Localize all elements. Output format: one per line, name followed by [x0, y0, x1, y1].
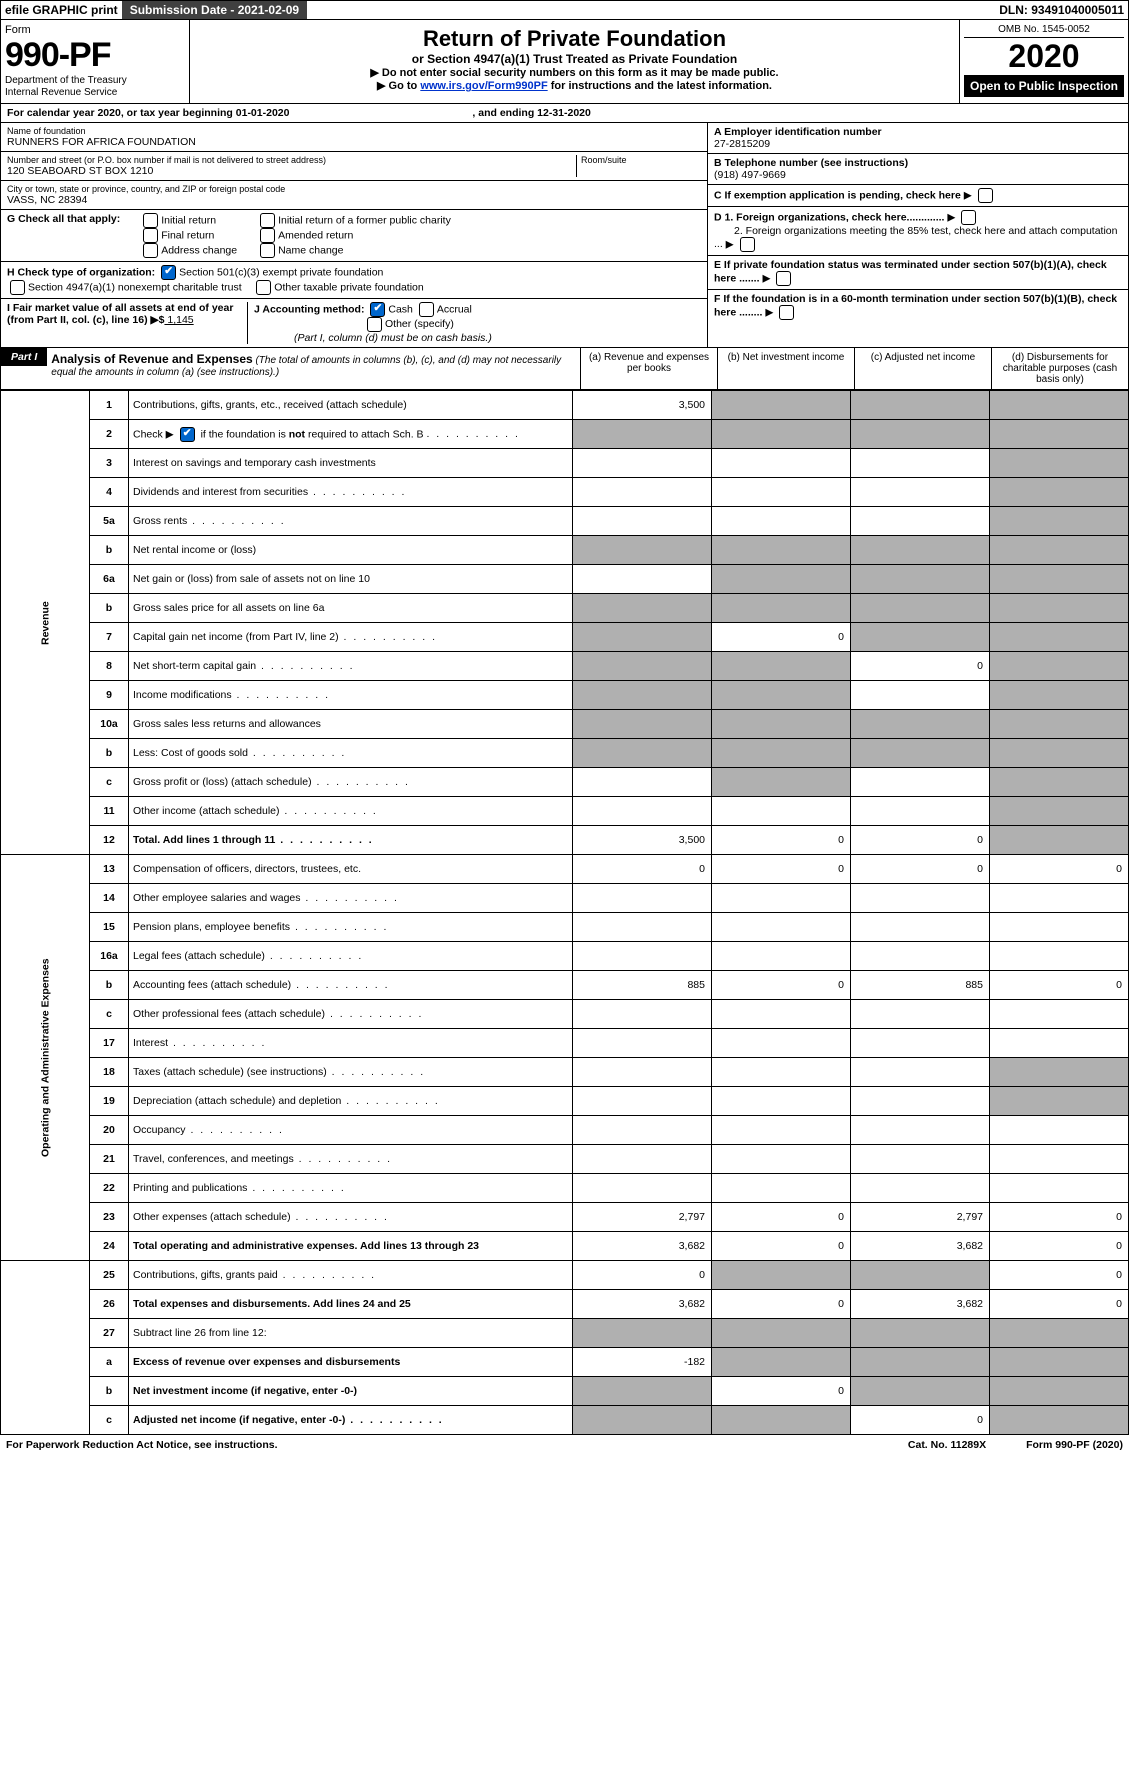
- tax-year: 2020: [964, 38, 1124, 75]
- col-d: (d) Disbursements for charitable purpose…: [991, 348, 1128, 389]
- table-row: 18Taxes (attach schedule) (see instructi…: [1, 1058, 1129, 1087]
- calendar-row: For calendar year 2020, or tax year begi…: [0, 104, 1129, 123]
- checkbox-e[interactable]: [776, 271, 791, 286]
- table-row: 19Depreciation (attach schedule) and dep…: [1, 1087, 1129, 1116]
- city-cell: City or town, state or province, country…: [1, 181, 707, 210]
- irs-link[interactable]: www.irs.gov/Form990PF: [420, 80, 547, 92]
- main-title: Return of Private Foundation: [196, 26, 953, 52]
- checkbox-other-tax[interactable]: [256, 280, 271, 295]
- table-row: cAdjusted net income (if negative, enter…: [1, 1406, 1129, 1435]
- col-b: (b) Net investment income: [717, 348, 854, 389]
- checkbox-amended[interactable]: [260, 228, 275, 243]
- table-row: 21Travel, conferences, and meetings: [1, 1145, 1129, 1174]
- checkbox-final[interactable]: [143, 228, 158, 243]
- checkbox-address[interactable]: [143, 243, 158, 258]
- form-footer: Form 990-PF (2020): [1026, 1439, 1123, 1451]
- form-number: 990-PF: [5, 36, 185, 75]
- table-row: 7Capital gain net income (from Part IV, …: [1, 623, 1129, 652]
- table-row: 25Contributions, gifts, grants paid00: [1, 1261, 1129, 1290]
- table-row: 20Occupancy: [1, 1116, 1129, 1145]
- table-row: Revenue 1Contributions, gifts, grants, e…: [1, 391, 1129, 420]
- expenses-label: Operating and Administrative Expenses: [1, 855, 90, 1261]
- table-row: Operating and Administrative Expenses 13…: [1, 855, 1129, 884]
- subtitle: or Section 4947(a)(1) Trust Treated as P…: [196, 52, 953, 66]
- footer: For Paperwork Reduction Act Notice, see …: [0, 1435, 1129, 1455]
- checkbox-accrual[interactable]: [419, 302, 434, 317]
- table-row: 15Pension plans, employee benefits: [1, 913, 1129, 942]
- checkbox-name[interactable]: [260, 243, 275, 258]
- table-row: 10aGross sales less returns and allowanc…: [1, 710, 1129, 739]
- table-row: 22Printing and publications: [1, 1174, 1129, 1203]
- revenue-label: Revenue: [1, 391, 90, 855]
- checkbox-c[interactable]: [978, 188, 993, 203]
- cat-no: Cat. No. 11289X: [908, 1439, 986, 1451]
- table-row: bNet rental income or (loss): [1, 536, 1129, 565]
- table-row: 6aNet gain or (loss) from sale of assets…: [1, 565, 1129, 594]
- table-row: bGross sales price for all assets on lin…: [1, 594, 1129, 623]
- pra-notice: For Paperwork Reduction Act Notice, see …: [6, 1439, 278, 1451]
- col-c: (c) Adjusted net income: [854, 348, 991, 389]
- table-row: 3Interest on savings and temporary cash …: [1, 449, 1129, 478]
- table-row: cOther professional fees (attach schedul…: [1, 1000, 1129, 1029]
- open-public: Open to Public Inspection: [964, 75, 1124, 97]
- ij-row: I Fair market value of all assets at end…: [1, 299, 707, 347]
- form-label: Form: [5, 24, 185, 36]
- table-row: 11Other income (attach schedule): [1, 797, 1129, 826]
- entity-header: Name of foundation RUNNERS FOR AFRICA FO…: [0, 123, 1129, 348]
- table-row: 16aLegal fees (attach schedule): [1, 942, 1129, 971]
- table-row: cGross profit or (loss) (attach schedule…: [1, 768, 1129, 797]
- checkbox-initial-former[interactable]: [260, 213, 275, 228]
- table-row: bNet investment income (if negative, ent…: [1, 1377, 1129, 1406]
- checkbox-other-acct[interactable]: [367, 317, 382, 332]
- table-row: 17Interest: [1, 1029, 1129, 1058]
- checkbox-initial[interactable]: [143, 213, 158, 228]
- table-row: 27Subtract line 26 from line 12:: [1, 1319, 1129, 1348]
- note1: ▶ Do not enter social security numbers o…: [196, 66, 953, 79]
- title-block: Return of Private Foundation or Section …: [190, 20, 960, 103]
- part1-header: Part I Analysis of Revenue and Expenses …: [0, 348, 1129, 390]
- efile-label: efile GRAPHIC print: [1, 1, 122, 19]
- omb: OMB No. 1545-0052: [964, 24, 1124, 38]
- table-row: 23Other expenses (attach schedule)2,7970…: [1, 1203, 1129, 1232]
- form-block: Form 990-PF Department of the Treasury I…: [1, 20, 190, 103]
- h-row: H Check type of organization: ✔Section 5…: [1, 262, 707, 299]
- dept: Department of the Treasury Internal Reve…: [5, 75, 185, 99]
- g-row: G Check all that apply: Initial return F…: [1, 210, 707, 262]
- table-row: 24Total operating and administrative exp…: [1, 1232, 1129, 1261]
- checkbox-d2[interactable]: [740, 237, 755, 252]
- table-row: 4Dividends and interest from securities: [1, 478, 1129, 507]
- submission-date: Submission Date - 2021-02-09: [122, 1, 307, 19]
- revenue-expense-table: Revenue 1Contributions, gifts, grants, e…: [0, 390, 1129, 1435]
- checkbox-d1[interactable]: [961, 210, 976, 225]
- table-row: aExcess of revenue over expenses and dis…: [1, 1348, 1129, 1377]
- table-row: 12Total. Add lines 1 through 113,50000: [1, 826, 1129, 855]
- note2: ▶ Go to www.irs.gov/Form990PF for instru…: [196, 79, 953, 92]
- year-block: OMB No. 1545-0052 2020 Open to Public In…: [960, 20, 1128, 103]
- top-header: efile GRAPHIC print Submission Date - 20…: [0, 0, 1129, 20]
- table-row: bAccounting fees (attach schedule)885088…: [1, 971, 1129, 1000]
- checkbox-4947[interactable]: [10, 280, 25, 295]
- title-bar: Form 990-PF Department of the Treasury I…: [0, 20, 1129, 104]
- checkbox-schb[interactable]: ✔: [180, 427, 195, 442]
- addr-cell: Number and street (or P.O. box number if…: [1, 152, 707, 181]
- table-row: 9Income modifications: [1, 681, 1129, 710]
- part1-tag: Part I: [1, 348, 47, 366]
- table-row: 5aGross rents: [1, 507, 1129, 536]
- col-a: (a) Revenue and expenses per books: [580, 348, 717, 389]
- name-cell: Name of foundation RUNNERS FOR AFRICA FO…: [1, 123, 707, 152]
- table-row: 26Total expenses and disbursements. Add …: [1, 1290, 1129, 1319]
- table-row: 8Net short-term capital gain0: [1, 652, 1129, 681]
- dln: DLN: 93491040005011: [995, 1, 1128, 19]
- table-row: 14Other employee salaries and wages: [1, 884, 1129, 913]
- table-row: 2Check ▶ ✔ if the foundation is not requ…: [1, 420, 1129, 449]
- table-row: bLess: Cost of goods sold: [1, 739, 1129, 768]
- checkbox-501c3[interactable]: ✔: [161, 265, 176, 280]
- checkbox-f[interactable]: [779, 305, 794, 320]
- checkbox-cash[interactable]: ✔: [370, 302, 385, 317]
